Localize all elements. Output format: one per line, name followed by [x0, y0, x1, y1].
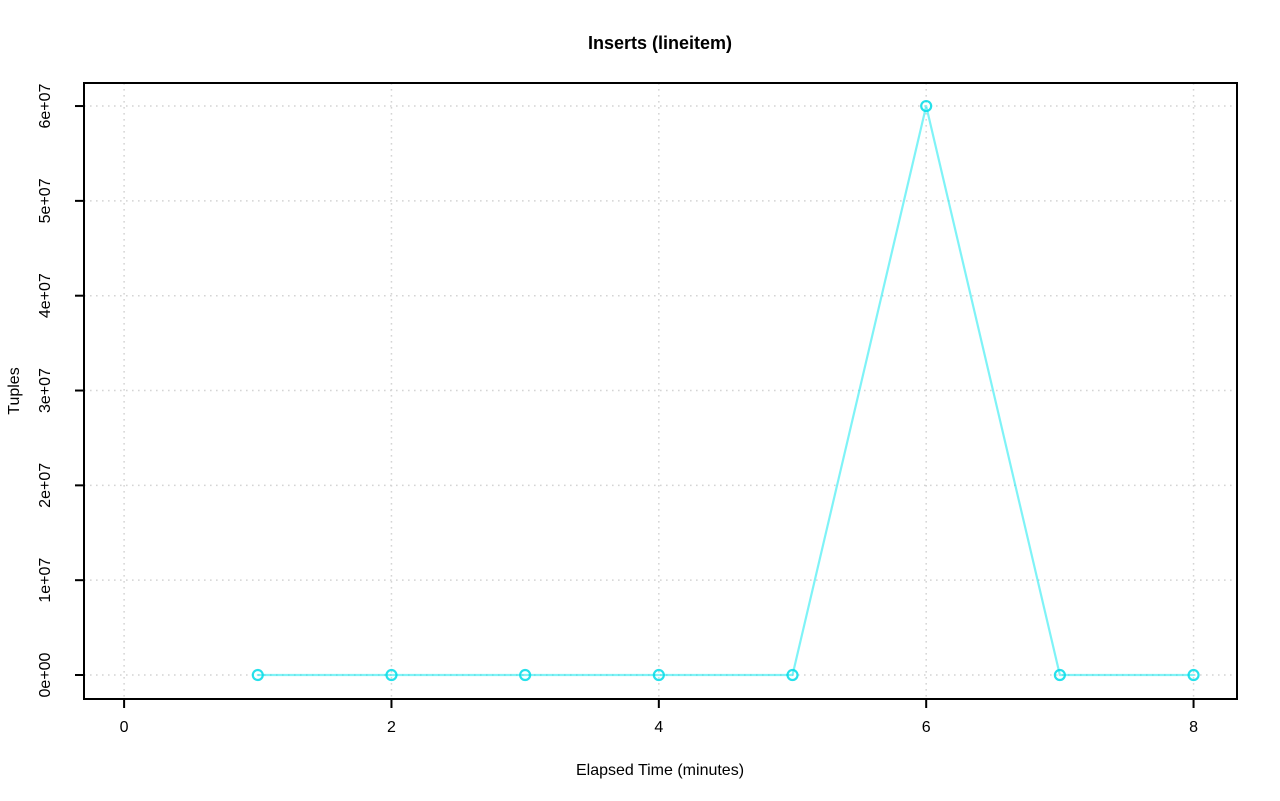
- y-tick-label-5: 5e+07: [37, 178, 54, 223]
- data-point-inserts-6: [1053, 668, 1066, 682]
- y-tick-label-3: 3e+07: [37, 368, 54, 413]
- series-layer: [251, 99, 1200, 682]
- data-point-inserts-1: [385, 668, 398, 682]
- data-point-inserts-7: [1187, 668, 1200, 682]
- axis-layer: 0 2 4 6 8 0e+00 1e+07 2e+07 3e+07 4e+07 5e+07 6e+07: [37, 83, 1198, 736]
- data-point-inserts-3: [652, 668, 665, 682]
- y-tick-label-0: 0e+00: [37, 652, 54, 697]
- x-tick-label-3: 6: [922, 719, 931, 736]
- x-tick-label-1: 2: [387, 719, 396, 736]
- y-tick-label-2: 2e+07: [37, 463, 54, 508]
- data-point-inserts-4: [786, 668, 799, 682]
- data-point-inserts-0: [251, 668, 264, 682]
- series-line-inserts: [256, 104, 1195, 677]
- x-tick-label-2: 4: [654, 719, 663, 736]
- y-tick-label-1: 1e+07: [37, 558, 54, 603]
- x-axis-title: Elapsed Time (minutes): [576, 762, 744, 779]
- chart-title: Inserts (lineitem): [588, 33, 732, 53]
- x-tick-label-0: 0: [120, 719, 129, 736]
- data-point-inserts-5: [920, 99, 933, 113]
- y-tick-label-4: 4e+07: [37, 273, 54, 318]
- data-point-inserts-2: [519, 668, 532, 682]
- y-tick-label-6: 6e+07: [37, 83, 54, 128]
- x-tick-label-4: 8: [1189, 719, 1198, 736]
- grid-layer: [84, 83, 1237, 699]
- y-axis-title: Tuples: [6, 367, 23, 414]
- plot-border-box: [83, 82, 1238, 700]
